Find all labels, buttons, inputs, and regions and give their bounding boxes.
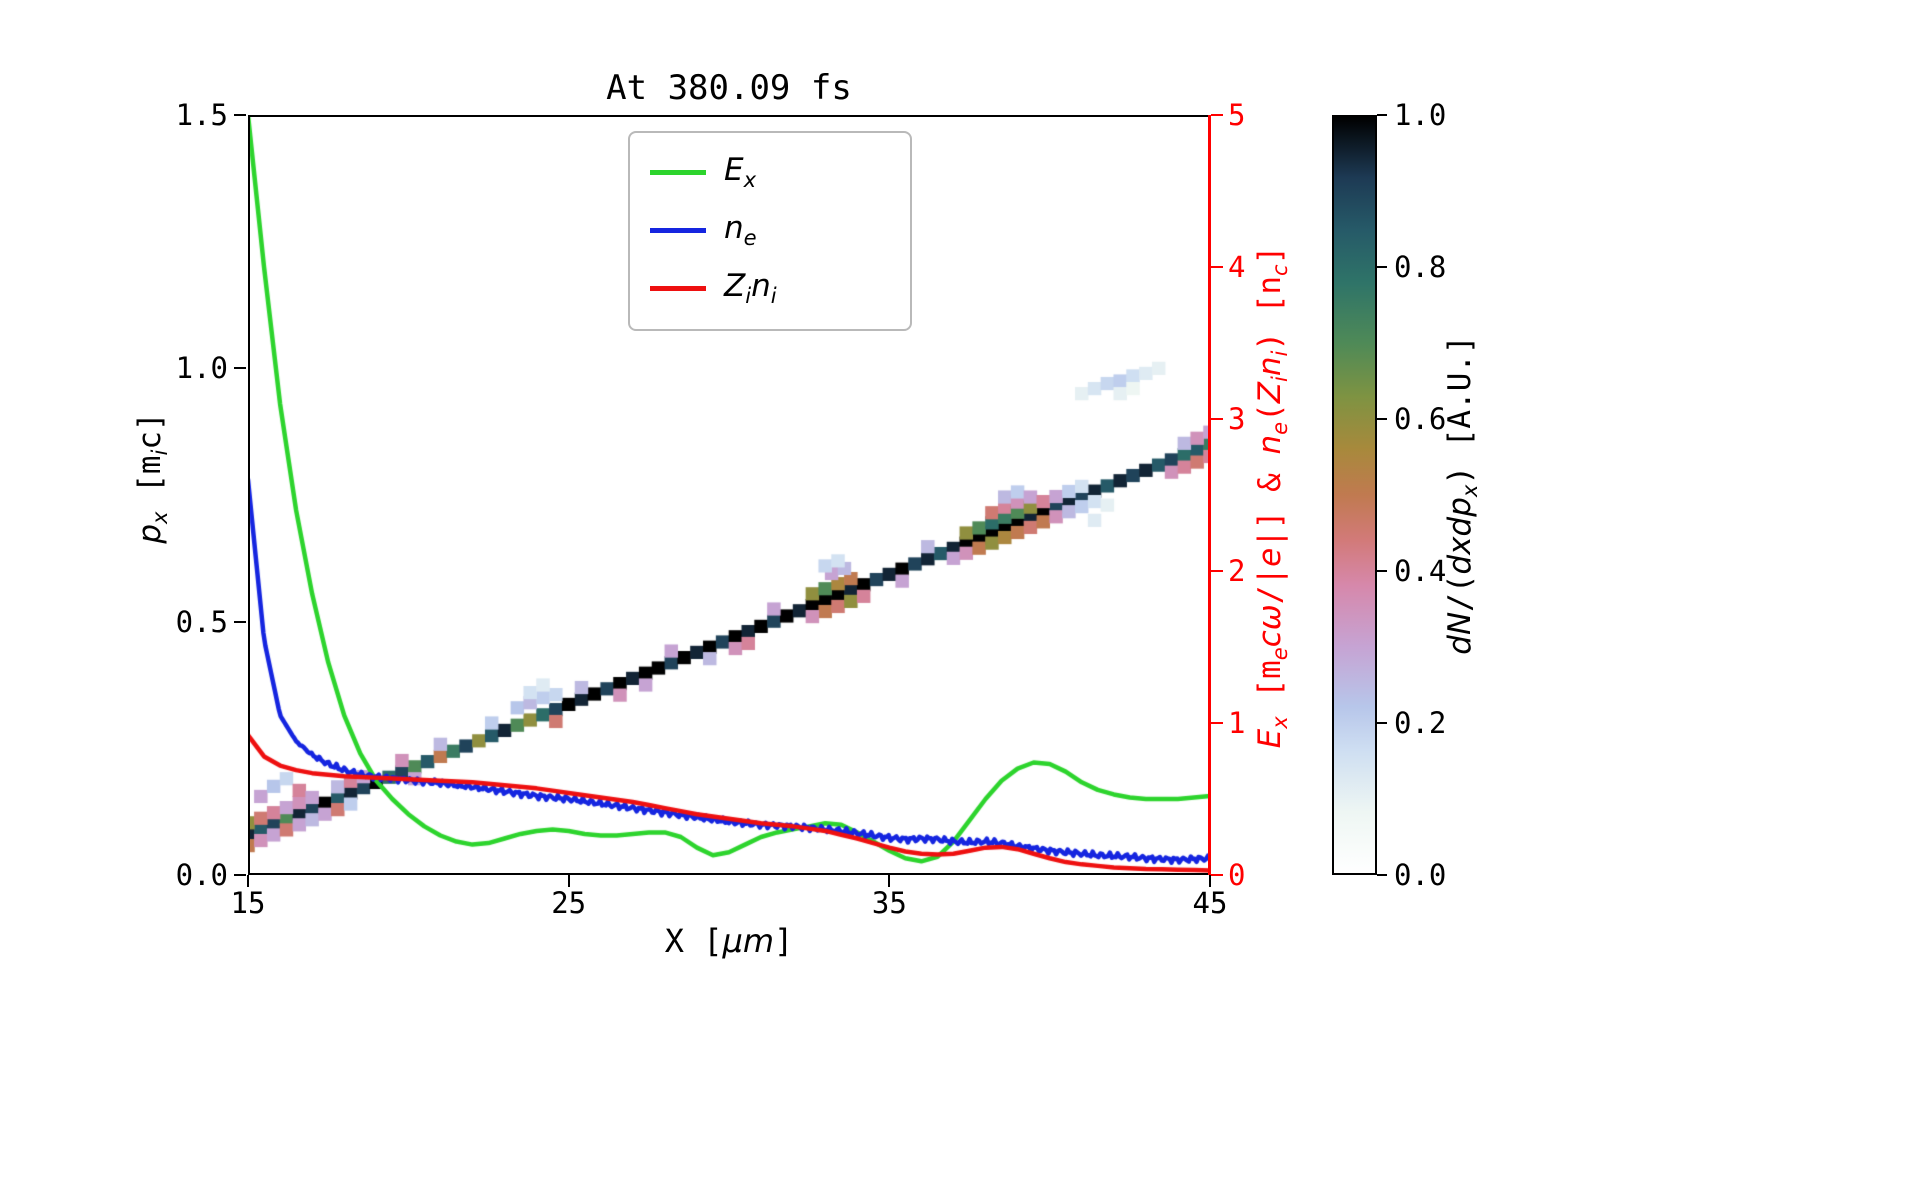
legend-label: Ex	[724, 151, 757, 193]
y-left-tick-label-mark	[234, 114, 246, 116]
y-left-tick-label-mark	[234, 367, 246, 370]
colorbar-tick-label-mark	[1377, 570, 1387, 572]
y-right-tick-label: 3	[1228, 402, 1246, 436]
legend-label: Zini	[724, 267, 777, 309]
colorbar-tick-label-mark	[1377, 114, 1387, 116]
y-right-tick-label-mark	[1211, 418, 1223, 420]
x-tick-label-mark	[247, 875, 249, 887]
y-left-tick-label-mark	[234, 620, 246, 623]
x-tick-label-mark	[567, 875, 570, 887]
colorbar-tick-label-mark	[1377, 418, 1387, 420]
colorbar-tick-label: 0.2	[1394, 706, 1447, 740]
y-right-tick-label: 2	[1228, 554, 1246, 588]
colorbar-tick-label: 0.4	[1394, 554, 1447, 588]
legend-item-ex: Ex	[630, 143, 910, 201]
x-tick-label: 35	[871, 886, 907, 920]
legend-item-zini: Zini	[630, 259, 910, 317]
legend-item-ne: ne	[630, 201, 910, 259]
x-tick-label: 45	[1192, 886, 1228, 920]
colorbar-tick-label: 0.8	[1394, 250, 1447, 284]
x-tick-label: 25	[551, 886, 587, 920]
legend-line-swatch	[650, 227, 706, 233]
y-left-tick-label: 0.0	[175, 858, 228, 892]
right-axis-spine	[1208, 115, 1211, 875]
colorbar-tick-label: 0.6	[1394, 402, 1447, 436]
x-tick-label: 15	[230, 886, 266, 920]
legend-line-swatch	[650, 169, 706, 175]
y-left-tick-label: 1.0	[175, 351, 228, 386]
legend: Ex ne Zini	[628, 131, 912, 331]
y-right-tick-label-mark	[1211, 874, 1223, 876]
y-right-tick-label-mark	[1211, 114, 1223, 116]
y-right-tick-label: 4	[1228, 250, 1246, 284]
x-tick-label-mark	[1209, 875, 1211, 887]
colorbar	[1332, 115, 1377, 875]
colorbar-tick-label-mark	[1377, 266, 1387, 268]
y-right-tick-label-mark	[1211, 570, 1223, 572]
y-right-tick-label-mark	[1211, 266, 1223, 268]
colorbar-tick-label: 0.0	[1394, 858, 1447, 892]
colorbar-tick-label-mark	[1377, 874, 1387, 876]
y-right-tick-label: 0	[1228, 858, 1246, 892]
chart-title: At 380.09 fs	[606, 68, 852, 108]
colorbar-tick-label: 1.0	[1394, 98, 1447, 132]
y-left-tick-label: 0.5	[175, 604, 228, 639]
y-left-tick-label-mark	[234, 874, 246, 876]
y-right-tick-label-mark	[1211, 722, 1223, 724]
y-left-tick-label: 1.5	[175, 98, 228, 132]
legend-line-swatch	[650, 285, 706, 291]
x-tick-label-mark	[888, 875, 891, 887]
legend-label: ne	[724, 209, 757, 251]
x-axis-label: X [μm]	[664, 922, 794, 960]
y-right-tick-label: 5	[1228, 98, 1246, 132]
y-right-tick-label: 1	[1228, 706, 1246, 740]
colorbar-tick-label-mark	[1377, 722, 1387, 724]
